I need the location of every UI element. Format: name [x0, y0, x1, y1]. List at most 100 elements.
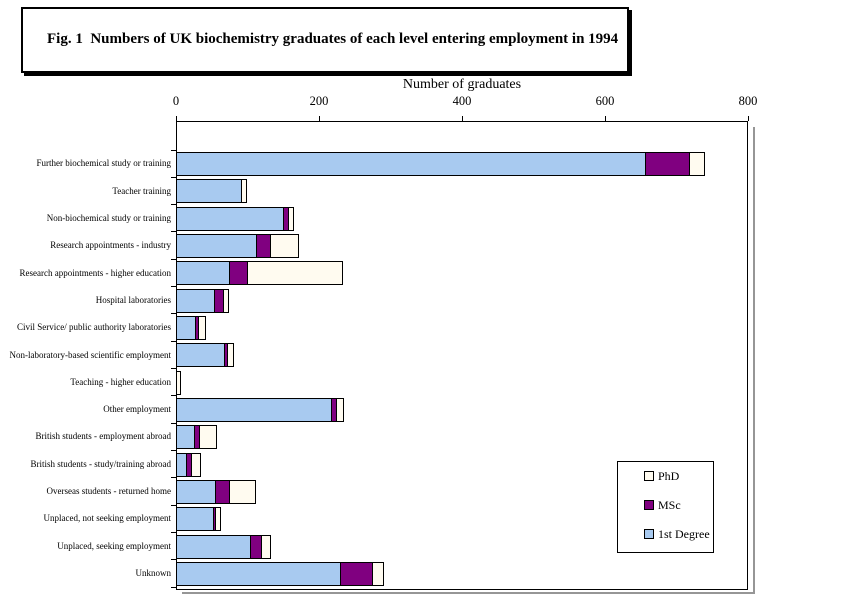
- bar-segment-msc: [215, 481, 229, 503]
- bar-row: [176, 179, 247, 203]
- legend-entry: PhD: [644, 468, 713, 483]
- bar-segment-phd: [247, 262, 342, 284]
- legend-entry: MSc: [644, 497, 713, 512]
- y-tick-mark: [171, 505, 176, 506]
- bar-segment-phd: [229, 481, 255, 503]
- bar-row: [176, 207, 294, 231]
- bar-segment-1st-degree: [177, 399, 331, 421]
- bar-segment-msc: [331, 399, 336, 421]
- plot-shadow-bottom: [182, 592, 755, 594]
- bar-segment-phd: [215, 508, 220, 530]
- category-label: Teacher training: [112, 186, 171, 196]
- bar-row: [176, 535, 271, 559]
- bar-segment-phd: [241, 180, 246, 202]
- x-tick-label: 400: [452, 94, 472, 108]
- bar-segment-phd: [288, 208, 293, 230]
- bar-segment-msc: [194, 426, 199, 448]
- bar-segment-1st-degree: [177, 208, 283, 230]
- x-tick-mark: [748, 116, 749, 121]
- category-label: Civil Service/ public authority laborato…: [17, 322, 171, 332]
- category-label: Teaching - higher education: [70, 377, 171, 387]
- category-label: British students - employment abroad: [35, 431, 171, 441]
- figure-title: Fig. 1 Numbers of UK biochemistry gradua…: [47, 31, 619, 47]
- x-tick-label: 600: [595, 94, 615, 108]
- bar-segment-1st-degree: [177, 481, 215, 503]
- category-label: Unplaced, seeking employment: [57, 541, 171, 551]
- y-tick-mark: [171, 177, 176, 178]
- legend-label: PhD: [658, 468, 680, 483]
- bar-segment-phd: [177, 372, 180, 394]
- y-tick-mark: [171, 532, 176, 533]
- bar-segment-phd: [689, 153, 704, 175]
- category-label: Unknown: [135, 568, 172, 578]
- y-tick-mark: [171, 341, 176, 342]
- y-tick-mark: [171, 368, 176, 369]
- bar-segment-msc: [214, 290, 223, 312]
- bar-row: [176, 507, 221, 531]
- category-label: Research appointments - higher education: [19, 268, 171, 278]
- bar-segment-1st-degree: [177, 290, 214, 312]
- category-label: Overseas students - returned home: [46, 486, 171, 496]
- bar-row: [176, 289, 229, 313]
- bar-segment-1st-degree: [177, 317, 195, 339]
- figure-title-box: Fig. 1 Numbers of UK biochemistry gradua…: [21, 7, 630, 73]
- x-tick-mark: [319, 116, 320, 121]
- bar-segment-msc: [186, 454, 191, 476]
- bar-segment-msc: [229, 262, 247, 284]
- category-label: Non-laboratory-based scientific employme…: [9, 350, 171, 360]
- x-axis-title: Number of graduates: [402, 77, 522, 92]
- bar-row: [176, 562, 384, 586]
- plot-area: [176, 121, 748, 590]
- bar-segment-1st-degree: [177, 454, 186, 476]
- legend-entry: 1st Degree: [644, 526, 713, 541]
- bar-segment-msc: [250, 536, 261, 558]
- y-tick-mark: [171, 477, 176, 478]
- bar-segment-1st-degree: [177, 344, 224, 366]
- x-tick-label: 200: [309, 94, 329, 108]
- bar-segment-1st-degree: [177, 262, 229, 284]
- category-label: Research appointments - industry: [50, 240, 171, 250]
- plot-shadow-right: [753, 127, 755, 594]
- y-tick-mark: [171, 395, 176, 396]
- bar-row: [176, 152, 705, 176]
- x-tick-mark: [462, 116, 463, 121]
- bar-row: [176, 425, 217, 449]
- bar-segment-phd: [191, 454, 200, 476]
- x-tick-mark: [605, 116, 606, 121]
- bar-segment-msc: [224, 344, 227, 366]
- bar-segment-phd: [227, 344, 233, 366]
- y-tick-mark: [171, 559, 176, 560]
- bar-segment-msc: [213, 508, 215, 530]
- y-tick-mark: [171, 313, 176, 314]
- bar-segment-phd: [199, 426, 216, 448]
- bar-segment-phd: [261, 536, 270, 558]
- bar-segment-msc: [256, 235, 270, 257]
- bar-row: [176, 371, 181, 395]
- bar-row: [176, 234, 299, 258]
- bar-segment-phd: [372, 563, 383, 585]
- y-tick-mark: [171, 450, 176, 451]
- x-tick-label: 0: [172, 94, 180, 108]
- legend-swatch-msc: [644, 500, 654, 510]
- bar-row: [176, 480, 256, 504]
- x-tick-label: 800: [738, 94, 758, 108]
- category-label: Unplaced, not seeking employment: [43, 513, 171, 523]
- bar-row: [176, 261, 343, 285]
- bar-segment-phd: [198, 317, 205, 339]
- bar-row: [176, 398, 344, 422]
- category-label: Further biochemical study or training: [36, 158, 171, 168]
- bar-segment-1st-degree: [177, 563, 340, 585]
- y-tick-mark: [171, 259, 176, 260]
- legend-label: 1st Degree: [658, 526, 710, 541]
- bar-segment-phd: [223, 290, 228, 312]
- legend-label: MSc: [658, 497, 681, 512]
- y-tick-mark: [171, 423, 176, 424]
- bar-segment-1st-degree: [177, 153, 645, 175]
- y-tick-mark: [171, 231, 176, 232]
- legend-swatch-1st-degree: [644, 529, 654, 539]
- bar-segment-1st-degree: [177, 508, 213, 530]
- bar-segment-1st-degree: [177, 426, 194, 448]
- bar-segment-1st-degree: [177, 235, 256, 257]
- category-label: Other employment: [103, 404, 171, 414]
